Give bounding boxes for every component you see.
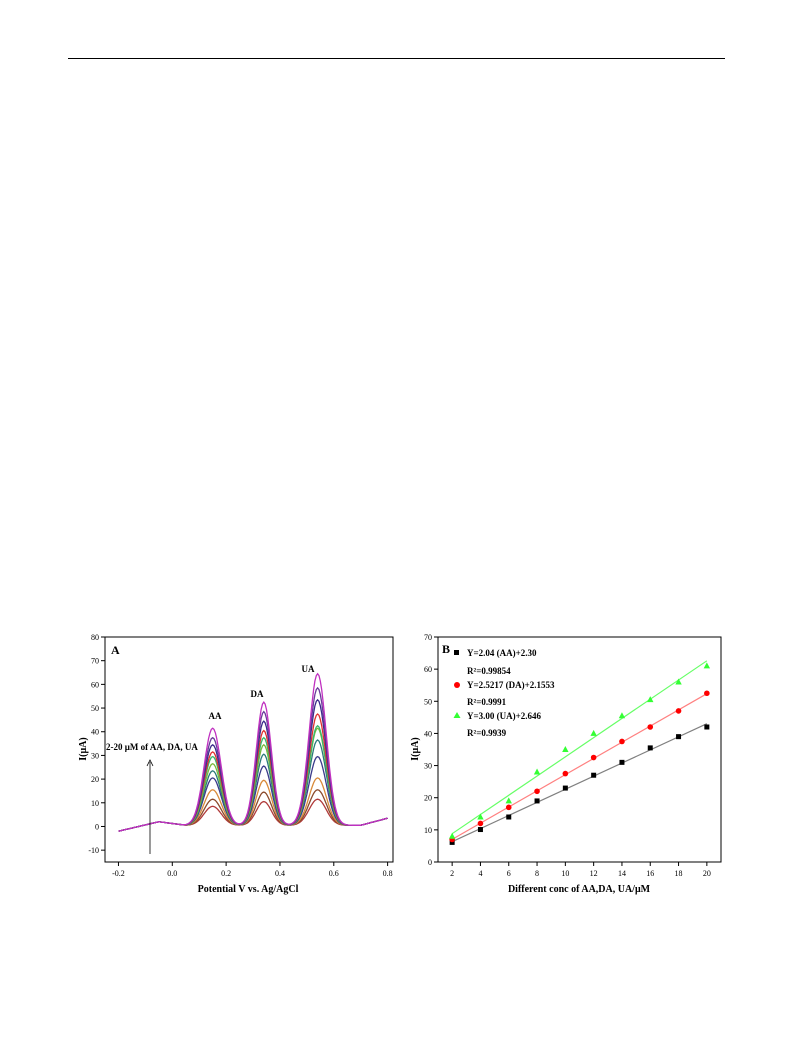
legend-marker-da — [454, 682, 460, 688]
x-tick-label: 4 — [478, 869, 482, 878]
data-point-circle — [477, 820, 484, 827]
data-point-triangle — [590, 729, 597, 736]
panel-label: A — [111, 643, 120, 657]
y-axis-label: I(μA) — [410, 737, 421, 760]
data-point-triangle — [675, 678, 682, 685]
peak-label-da: DA — [251, 689, 264, 699]
data-point-triangle — [703, 662, 711, 669]
legend-eq-aa: Y=2.04 (AA)+2.30 — [467, 648, 537, 658]
data-point-circle — [534, 788, 540, 795]
data-point-square — [534, 798, 540, 804]
y-tick-label: 40 — [424, 729, 432, 738]
x-tick-label: 0.2 — [221, 869, 231, 878]
figure-a-plot: -0.2 0.0 0.2 0.4 0.6 0.8-1001020304050607080 … — [78, 633, 394, 895]
x-tick-label: 0.8 — [383, 869, 393, 878]
y-tick-label: 80 — [91, 633, 99, 642]
legend-r2-ua: R²=0.9939 — [467, 728, 507, 738]
data-point-circle — [704, 690, 710, 697]
data-point-square — [676, 734, 682, 740]
y-tick-label: 20 — [91, 775, 99, 784]
figure-b: 2 4 6 8 10 12 14 16 18 20 0 10 20 30 40 50 60 70 B I(μA) … — [405, 632, 727, 900]
data-point-triangle — [647, 696, 654, 703]
data-point-square — [506, 814, 512, 820]
peak-label-aa: AA — [209, 711, 222, 721]
legend-r2-aa: R²=0.99854 — [467, 666, 511, 676]
data-point-triangle — [505, 797, 512, 804]
data-point-triangle — [477, 813, 484, 820]
data-point-square — [477, 827, 483, 833]
voltammogram-curve — [118, 672, 388, 832]
legend: Y=2.04 (AA)+2.30 R²=0.99854 Y=2.5217 (DA… — [453, 648, 555, 738]
data-point-square — [591, 772, 597, 778]
legend-r2-da: R²=0.9991 — [467, 697, 507, 707]
x-tick-label: 6 — [507, 869, 511, 878]
data-point-square — [647, 745, 653, 751]
data-point-square — [619, 759, 625, 765]
y-tick-label: 10 — [91, 799, 99, 808]
fit-line — [451, 660, 708, 835]
x-tick-label: 14 — [618, 869, 626, 878]
y-tick-label: 60 — [91, 680, 99, 689]
y-tick-label: 10 — [424, 826, 432, 835]
plot-frame — [104, 636, 394, 863]
peak-label-ua: UA — [302, 664, 315, 674]
y-tick-label: 70 — [424, 633, 432, 642]
y-tick-label: 40 — [91, 728, 99, 737]
y-tick-label: 60 — [424, 665, 432, 674]
y-tick-label: 0 — [428, 858, 432, 867]
x-tick-label: 12 — [590, 869, 598, 878]
annotation-arrowhead — [146, 759, 154, 767]
fit-line — [451, 723, 708, 843]
data-point-circle — [562, 770, 569, 777]
x-tick-label: 0.0 — [167, 869, 177, 878]
data-point-circle — [590, 754, 597, 761]
legend-marker-aa — [454, 650, 459, 655]
x-tick-label: 2 — [450, 869, 454, 878]
y-tick-label: 30 — [424, 762, 432, 771]
data-point-triangle — [533, 768, 541, 775]
data-point-circle — [647, 724, 654, 730]
x-tick-label: 0.4 — [275, 869, 285, 878]
y-axis-label: I(μA) — [78, 737, 89, 760]
data-point-circle — [505, 804, 512, 811]
y-tick-label: 50 — [91, 704, 99, 713]
data-point-square — [449, 839, 455, 845]
x-tick-label: 0.6 — [329, 869, 339, 878]
x-axis-label: Different conc of AA,DA, UA/μM — [508, 884, 651, 895]
x-tick-label: 8 — [535, 869, 539, 878]
panel-label: B — [442, 642, 450, 656]
header-rule — [68, 58, 725, 59]
legend-marker-ua — [453, 712, 461, 718]
x-axis-label: Potential V vs. Ag/AgCl — [198, 884, 299, 895]
y-tick-label: 30 — [91, 751, 99, 760]
y-tick-label: 0 — [95, 822, 99, 831]
data-point-square — [562, 785, 568, 791]
data-point-triangle — [562, 746, 569, 752]
x-tick-label: -0.2 — [112, 869, 125, 878]
figure-a: -0.2 0.0 0.2 0.4 0.6 0.8 -10 0 10 20 30 40 50 60 70 80 … — [78, 632, 398, 900]
x-tick-label: 16 — [646, 869, 654, 878]
plot-frame — [437, 636, 722, 863]
data-point-circle — [619, 738, 625, 745]
x-tick-label: 20 — [703, 869, 711, 878]
y-tick-label: -10 — [88, 846, 99, 855]
legend-eq-ua: Y=3.00 (UA)+2.646 — [467, 711, 541, 721]
fit-line — [451, 693, 708, 840]
x-tick-label: 18 — [675, 869, 683, 878]
x-tick-label: 10 — [561, 869, 569, 878]
y-tick-label: 20 — [424, 794, 432, 803]
data-point-square — [704, 724, 710, 730]
annotation-text: 2-20 μM of AA, DA, UA — [106, 742, 198, 752]
legend-eq-da: Y=2.5217 (DA)+2.1553 — [467, 680, 555, 690]
data-point-triangle — [618, 712, 626, 719]
data-point-triangle — [448, 832, 456, 839]
y-tick-label: 50 — [424, 697, 432, 706]
data-point-circle — [675, 708, 682, 714]
y-tick-label: 70 — [91, 657, 99, 666]
